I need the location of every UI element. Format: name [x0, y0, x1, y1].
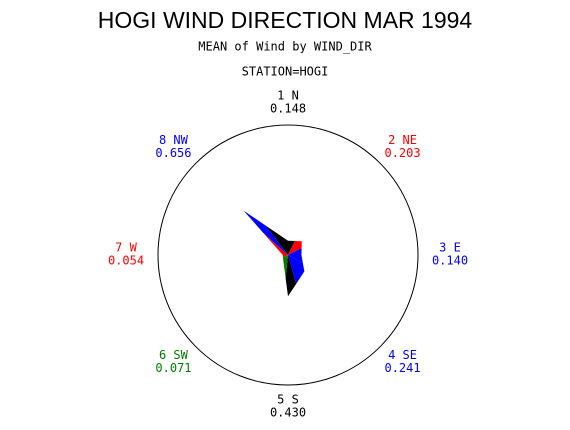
chart-subtitle: MEAN of Wind by WIND_DIR — [198, 40, 372, 54]
direction-label: 2 NE — [388, 133, 417, 147]
value-label: 0.071 — [155, 361, 191, 375]
value-label: 0.656 — [155, 146, 191, 160]
frame-circle — [157, 124, 419, 386]
direction-label: 6 SW — [159, 348, 189, 362]
value-label: 0.203 — [384, 146, 420, 160]
direction-wedge — [288, 255, 305, 284]
direction-label: 5 S — [277, 393, 299, 407]
station-label: STATION=HOGI — [242, 65, 329, 79]
direction-label: 4 SE — [388, 348, 417, 362]
value-label: 0.148 — [270, 102, 306, 116]
direction-label: 8 NW — [159, 133, 189, 147]
value-label: 0.430 — [270, 406, 306, 420]
value-label: 0.054 — [108, 254, 144, 268]
direction-wedge — [288, 248, 303, 264]
direction-wedge — [288, 241, 302, 255]
chart-title: HOGI WIND DIRECTION MAR 1994 — [98, 7, 473, 33]
direction-wedge — [265, 225, 295, 255]
direction-wedge — [282, 255, 288, 279]
direction-wedge — [243, 210, 288, 255]
value-label: 0.140 — [432, 254, 468, 268]
direction-wedge — [263, 232, 288, 258]
direction-label: 1 N — [277, 89, 299, 103]
direction-label: 3 E — [439, 241, 461, 255]
direction-wedge — [285, 255, 297, 297]
direction-label: 7 W — [115, 241, 137, 255]
value-label: 0.241 — [384, 361, 420, 375]
